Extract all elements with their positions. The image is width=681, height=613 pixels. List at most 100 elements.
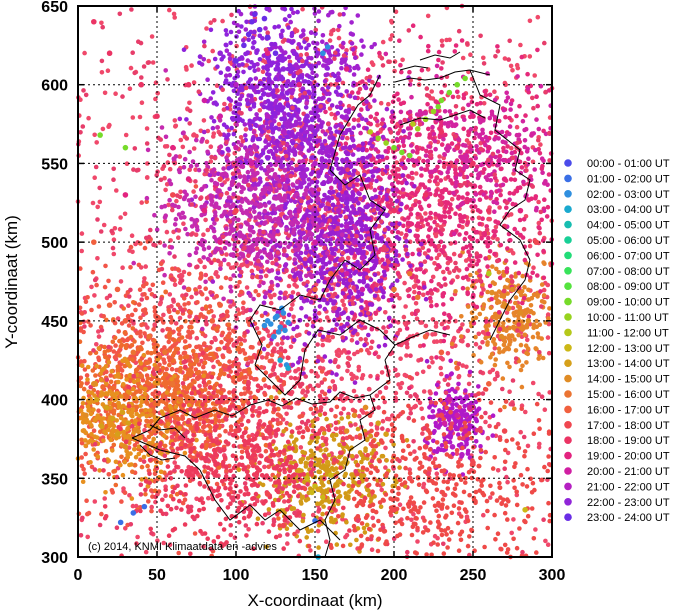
data-point (285, 365, 291, 371)
data-point (288, 81, 295, 88)
data-point (351, 412, 358, 419)
data-point (249, 459, 255, 466)
legend-label: 22:00 - 23:00 UT (587, 497, 670, 509)
lightning-density-field (75, 3, 555, 560)
legend-marker (564, 374, 572, 383)
legend-marker (564, 405, 572, 414)
data-point (501, 428, 508, 434)
border-line (267, 391, 371, 407)
data-point (328, 255, 334, 261)
legend-marker (564, 344, 572, 352)
legend-label: 14:00 - 15:00 UT (587, 374, 670, 386)
data-point (383, 431, 389, 438)
legend-marker (564, 482, 572, 491)
data-point (141, 503, 148, 510)
data-point (225, 333, 231, 340)
data-point (299, 494, 306, 500)
data-point (185, 81, 192, 88)
data-point (103, 404, 110, 411)
x-tick-label: 50 (148, 567, 166, 584)
data-point (399, 149, 405, 156)
data-point (422, 333, 429, 340)
data-point (135, 428, 141, 434)
data-point (125, 420, 132, 426)
legend-marker (564, 421, 572, 429)
border-line (489, 259, 531, 341)
border-line (379, 329, 396, 346)
data-point (98, 423, 105, 430)
data-point (280, 310, 287, 316)
data-point (285, 319, 291, 326)
data-point (335, 207, 342, 214)
data-point (91, 239, 97, 245)
data-point (410, 121, 416, 127)
data-point (280, 176, 287, 182)
y-tick-label: 400 (41, 393, 68, 410)
legend-marker (564, 451, 572, 460)
x-tick-label: 200 (381, 567, 408, 584)
y-tick-label: 600 (41, 78, 68, 95)
data-point (296, 467, 303, 474)
data-point (201, 207, 208, 214)
data-point (454, 365, 461, 371)
data-point (264, 113, 271, 119)
data-point (130, 510, 137, 516)
data-point (422, 116, 429, 123)
legend-marker (564, 282, 572, 291)
legend-label: 05:00 - 06:00 UT (587, 235, 670, 247)
data-point (375, 135, 382, 142)
legend-label: 07:00 - 08:00 UT (587, 266, 670, 278)
legend-label: 06:00 - 07:00 UT (587, 250, 670, 262)
data-point (217, 50, 223, 57)
data-point (324, 459, 331, 466)
data-point (449, 444, 456, 450)
data-point (414, 125, 421, 132)
data-point (122, 192, 129, 198)
legend-label: 09:00 - 10:00 UT (587, 297, 670, 309)
data-point (94, 396, 100, 403)
data-point (282, 327, 288, 334)
data-point (274, 313, 280, 319)
data-point (501, 176, 508, 182)
data-point (486, 270, 492, 277)
data-point (296, 81, 303, 88)
data-point (470, 113, 476, 119)
data-point (422, 444, 429, 450)
data-point (486, 207, 492, 214)
data-point (106, 50, 113, 57)
data-point (122, 144, 129, 151)
data-point (320, 494, 326, 500)
legend-label: 12:00 - 13:00 UT (587, 343, 670, 355)
data-point (249, 18, 255, 25)
border-line (254, 319, 381, 396)
legend-marker (564, 205, 572, 213)
data-point (467, 404, 473, 411)
data-point (119, 409, 126, 415)
data-point (261, 322, 268, 329)
data-point (470, 160, 476, 167)
data-point (522, 506, 528, 513)
border-line (329, 74, 381, 171)
data-point (233, 207, 239, 214)
data-point (138, 373, 144, 379)
legend-marker (564, 159, 572, 167)
border-line (384, 329, 451, 361)
data-point (296, 144, 303, 151)
data-point (277, 357, 284, 364)
data-point (233, 144, 239, 151)
border-line (131, 399, 269, 439)
data-point (249, 97, 255, 104)
data-point (462, 75, 468, 82)
data-point (315, 486, 321, 493)
data-point (359, 286, 366, 293)
data-point (328, 270, 334, 277)
data-point (438, 412, 445, 419)
data-point (312, 239, 318, 245)
data-point (201, 97, 208, 104)
data-point (296, 207, 303, 214)
axis-ticks: 0 50 100 150 200 250 300 300 350 400 450 500 550 600 6… (41, 0, 565, 584)
legend-marker (564, 390, 572, 398)
legend-marker (564, 498, 572, 506)
data-point (391, 506, 397, 513)
